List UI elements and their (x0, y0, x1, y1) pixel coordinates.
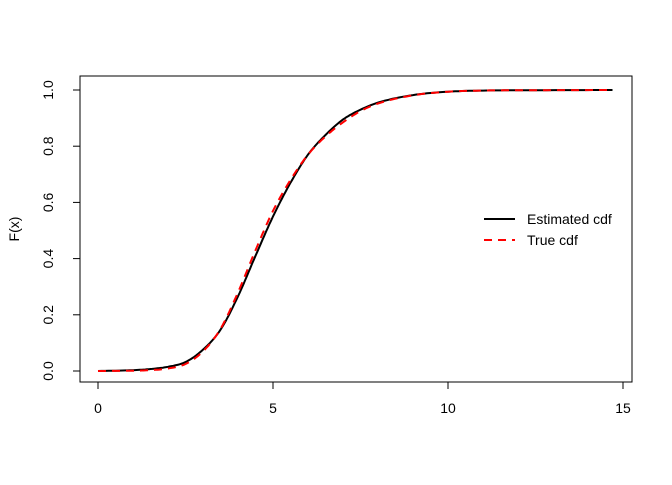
y-tick-label: 0.6 (40, 192, 56, 212)
x-tick-label: 15 (615, 400, 631, 416)
x-axis: 0 5 10 15 (94, 381, 631, 416)
y-axis-label: F(x) (6, 217, 22, 242)
x-tick-label: 5 (269, 400, 277, 416)
y-tick-label: 0.8 (40, 136, 56, 156)
x-tick-label: 10 (440, 400, 456, 416)
y-tick-label: 0.0 (40, 361, 56, 381)
series-line-true-cdf (98, 89, 613, 372)
x-tick-label: 0 (94, 400, 102, 416)
legend-label-true: True cdf (527, 232, 578, 248)
y-tick-label: 0.4 (40, 249, 56, 269)
legend: Estimated cdf True cdf (484, 211, 612, 248)
legend-label-estimated: Estimated cdf (527, 211, 612, 227)
y-tick-label: 0.2 (40, 305, 56, 325)
y-tick-label: 1.0 (40, 80, 56, 100)
series-line-estimated-cdf (97, 89, 613, 372)
series-lines (97, 89, 613, 372)
y-axis: 0.0 0.2 0.4 0.6 0.8 1.0 (40, 80, 81, 381)
plot-box (79, 75, 633, 383)
